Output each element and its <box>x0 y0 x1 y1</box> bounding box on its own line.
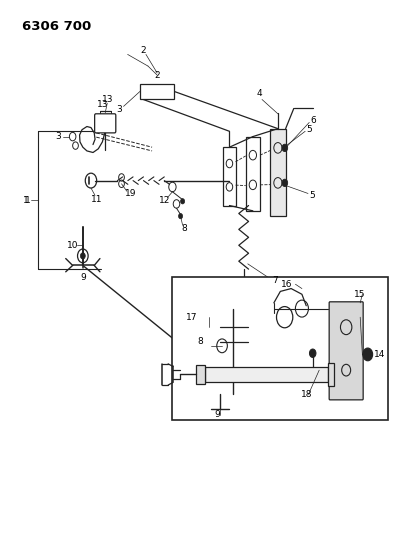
Bar <box>172 277 387 420</box>
Text: 5: 5 <box>306 125 311 134</box>
Text: 15: 15 <box>353 290 365 299</box>
Text: 9: 9 <box>80 272 85 281</box>
Bar <box>196 365 204 384</box>
Bar <box>270 128 285 216</box>
Circle shape <box>80 253 85 259</box>
Text: 1: 1 <box>25 196 31 205</box>
Bar <box>204 367 327 382</box>
Text: 3: 3 <box>116 104 122 114</box>
Text: 5: 5 <box>308 191 314 199</box>
Text: 7: 7 <box>271 276 277 285</box>
Text: 9: 9 <box>214 410 220 419</box>
Circle shape <box>309 349 315 358</box>
Text: 17: 17 <box>186 313 197 322</box>
Bar <box>245 136 259 211</box>
Text: 10: 10 <box>67 241 78 250</box>
Text: 2: 2 <box>140 46 146 55</box>
Text: 13: 13 <box>101 95 113 104</box>
Circle shape <box>180 199 184 204</box>
Text: 8: 8 <box>180 224 186 233</box>
Text: 18: 18 <box>300 390 311 399</box>
Text: 12: 12 <box>158 196 170 205</box>
Text: 8: 8 <box>197 337 203 346</box>
Bar <box>223 147 235 206</box>
Text: 13: 13 <box>97 100 108 109</box>
Text: 4: 4 <box>256 89 262 98</box>
Text: 6306 700: 6306 700 <box>22 20 91 33</box>
Text: 11: 11 <box>91 195 103 204</box>
Circle shape <box>281 179 287 187</box>
Text: 3: 3 <box>55 132 61 141</box>
Circle shape <box>178 214 182 219</box>
Text: 6: 6 <box>310 116 315 125</box>
Circle shape <box>362 348 372 361</box>
Bar <box>327 364 333 385</box>
Text: 16: 16 <box>281 280 292 289</box>
Circle shape <box>281 144 287 151</box>
Text: 1: 1 <box>23 196 29 205</box>
Bar <box>139 84 174 100</box>
Text: 14: 14 <box>373 350 384 359</box>
Text: 19: 19 <box>124 189 136 198</box>
FancyBboxPatch shape <box>94 114 115 133</box>
FancyBboxPatch shape <box>328 302 362 400</box>
Text: 2: 2 <box>154 70 160 79</box>
